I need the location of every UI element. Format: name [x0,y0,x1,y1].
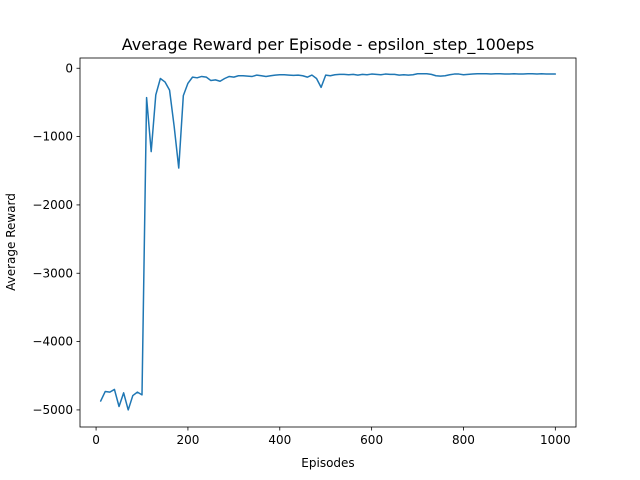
x-axis: 0 200 400 600 800 1000 [92,427,571,447]
chart-title: Average Reward per Episode - epsilon_ste… [122,35,535,55]
x-tick-label: 400 [268,433,291,447]
x-tick-label: 0 [92,433,100,447]
x-tick-label: 1000 [540,433,571,447]
x-tick-label: 600 [360,433,383,447]
plot-area [79,57,577,428]
x-axis-label: Episodes [301,456,354,470]
y-tick-label: −1000 [32,130,73,144]
y-axis-label: Average Reward [4,193,18,291]
axes-frame [79,57,577,428]
y-tick-label: −3000 [32,266,73,280]
y-tick-label: −2000 [32,198,73,212]
y-axis: 0 −1000 −2000 −3000 −4000 −5000 [32,61,80,417]
y-tick-label: −4000 [32,335,73,349]
x-tick-label: 200 [176,433,199,447]
y-tick-label: 0 [65,61,73,75]
series-line [99,72,557,411]
y-tick-label: −5000 [32,403,73,417]
x-tick-label: 800 [452,433,475,447]
